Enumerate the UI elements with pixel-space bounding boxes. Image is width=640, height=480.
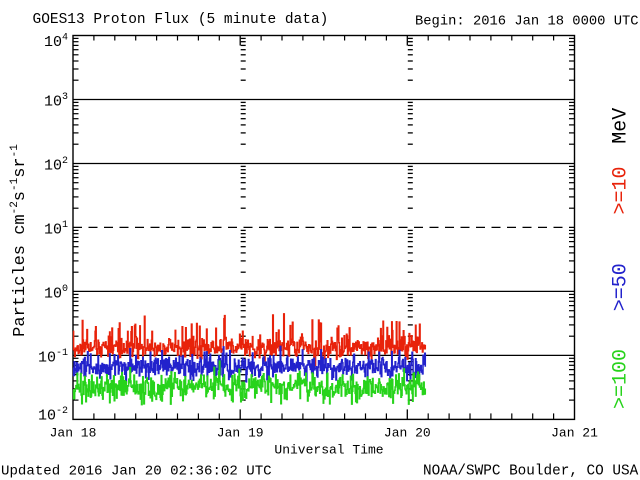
svg-text:Jan 18: Jan 18 (50, 426, 97, 441)
svg-text:>=100: >=100 (610, 349, 633, 409)
svg-text:Jan 19: Jan 19 (217, 426, 264, 441)
svg-text:Jan 20: Jan 20 (384, 426, 431, 441)
svg-text:NOAA/SWPC Boulder, CO USA: NOAA/SWPC Boulder, CO USA (423, 464, 639, 480)
svg-text:>=50: >=50 (610, 263, 633, 311)
svg-text:>=10: >=10 (610, 166, 633, 214)
svg-text:Universal Time: Universal Time (274, 443, 383, 458)
svg-text:Begin: 2016 Jan 18 0000 UTC: Begin: 2016 Jan 18 0000 UTC (415, 14, 639, 30)
svg-text:Updated 2016 Jan 20 02:36:02 U: Updated 2016 Jan 20 02:36:02 UTC (1, 464, 272, 480)
svg-text:Jan 21: Jan 21 (551, 426, 598, 441)
svg-text:GOES13 Proton Flux (5 minute d: GOES13 Proton Flux (5 minute data) (33, 12, 329, 28)
svg-text:MeV: MeV (610, 108, 633, 144)
svg-text:Particles cm-2s-1sr-1: Particles cm-2s-1sr-1 (9, 144, 30, 337)
